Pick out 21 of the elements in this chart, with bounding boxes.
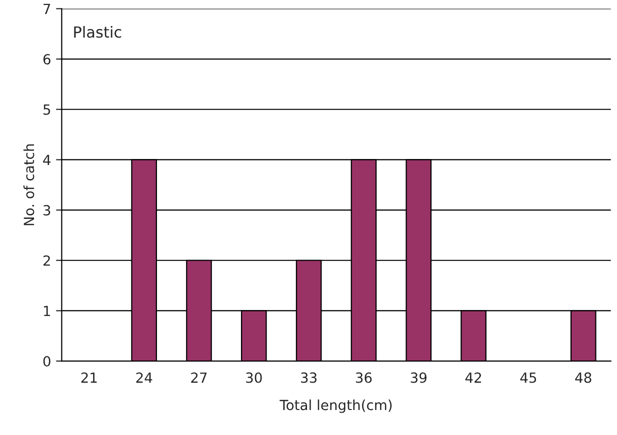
x-tick-label: 48 [575,372,592,383]
y-tick-label: 5 [44,104,50,115]
x-tick-label: 24 [136,372,152,383]
y-axis-title: No. of catch [23,144,34,226]
y-tick-label: 2 [43,255,50,266]
x-tick-label: 30 [246,372,262,383]
y-tick-label: 4 [43,154,51,165]
x-axis-title: Total length(cm) [280,399,392,413]
y-tick-label: 3 [44,205,50,216]
y-tick-label: 7 [44,4,50,14]
y-tick-label: 0 [43,356,50,367]
y-tick-label: 6 [43,54,50,65]
annotation: Plastic [74,26,122,38]
x-tick-label: 45 [520,372,536,383]
x-tick-label: 21 [81,372,97,383]
y-tick-label: 1 [44,306,50,316]
x-tick-label: 33 [301,372,317,383]
x-tick-label: 27 [191,372,207,383]
x-tick-label: 39 [410,372,426,383]
x-tick-label: 42 [465,372,481,383]
x-tick-label: 36 [356,372,372,383]
